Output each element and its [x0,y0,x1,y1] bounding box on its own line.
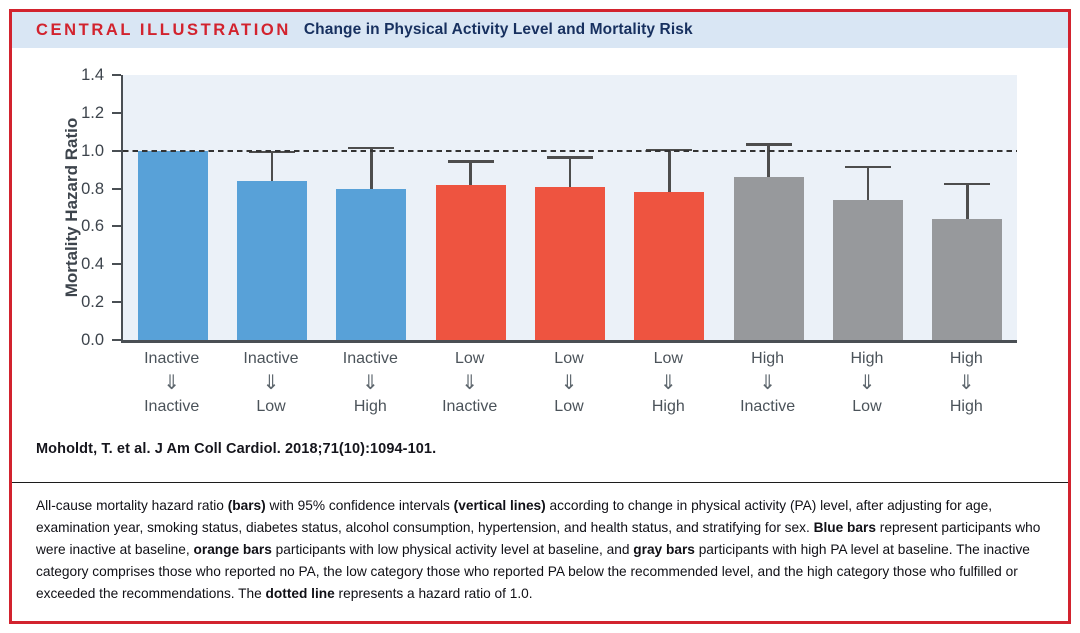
x-label-from: Low [454,350,485,367]
x-axis-labels: Inactive ⇓ Inactive Inactive ⇓ Low Inactive ⇓ Hi… [122,348,1016,418]
hr-bar-high-to-inactive [733,177,804,340]
ci-upper-cap [447,160,494,163]
x-label-from: High [751,350,785,367]
hr-bar-high-to-low [833,199,903,340]
ci-upper-whisker [767,143,770,178]
x-label-to: High [949,398,983,415]
caption: All-cause mortality hazard ratio (bars) … [36,495,1046,605]
x-label-from: High [850,350,884,367]
x-category-label: High ⇓ Low [817,348,916,418]
x-label-to: Inactive [442,398,498,415]
x-label-to: Low [554,398,584,415]
caption-text: All-cause mortality hazard ratio [36,498,228,513]
caption-bold-text: Blue bars [813,520,876,535]
caption-bold-text: (vertical lines) [453,498,546,513]
y-tick-mark [112,74,121,76]
down-arrow-icon: ⇓ [659,372,677,394]
y-tick-label: 0.8 [81,179,104,198]
y-tick-label: 0.0 [81,331,104,349]
x-category-label: High ⇓ High [917,348,1016,418]
caption-bold-text: gray bars [633,542,695,557]
central-illustration-panel: CENTRAL ILLUSTRATION Change in Physical … [9,9,1071,624]
x-label-to: Inactive [740,398,796,415]
x-label-from: High [949,350,983,367]
x-label-to: Low [852,398,882,415]
ci-upper-whisker [668,148,671,193]
x-category-label: Low ⇓ High [619,348,718,418]
down-arrow-icon: ⇓ [163,372,181,394]
caption-text: with 95% confidence intervals [265,498,454,513]
down-arrow-icon: ⇓ [560,372,578,394]
y-tick-mark [112,339,121,341]
down-arrow-icon: ⇓ [957,372,975,394]
y-tick-mark [112,187,121,190]
ci-upper-whisker [866,165,870,200]
down-arrow-icon: ⇓ [262,372,280,394]
caption-bold-text: (bars) [227,498,266,513]
down-arrow-icon: ⇓ [461,372,479,394]
x-category-label: Inactive ⇓ Inactive [122,348,221,418]
hr-bar-inactive-to-low [237,181,307,340]
ci-upper-cap [845,165,891,169]
x-category-label: Low ⇓ Low [519,348,618,418]
x-label-to: Low [256,398,286,415]
x-label-from: Inactive [342,350,398,367]
x-label-from: Low [653,350,683,367]
y-tick-label: 0.2 [81,293,104,312]
caption-text: represents a hazard ratio of 1.0. [334,586,533,601]
ci-upper-whisker [966,182,969,219]
ci-upper-cap [249,150,295,154]
ci-upper-whisker [469,160,472,185]
divider [12,482,1068,483]
caption-text: participants with high PA level at basel… [36,542,1030,601]
y-tick-mark [112,263,121,266]
header: CENTRAL ILLUSTRATION Change in Physical … [12,12,1068,48]
y-tick-label: 1.2 [81,103,104,122]
hr-bar-inactive-to-high [336,188,407,340]
ci-upper-whisker [270,150,274,181]
kicker: CENTRAL ILLUSTRATION [36,20,291,39]
page-title: Change in Physical Activity Level and Mo… [303,21,693,38]
y-tick-label: 0.4 [81,255,104,274]
ci-upper-cap [547,156,593,159]
y-tick-mark [112,149,121,152]
x-label-to: Inactive [144,398,200,415]
hr-bar-low-to-inactive [435,184,506,340]
x-category-label: Inactive ⇓ High [321,348,420,418]
down-arrow-icon: ⇓ [759,372,777,394]
y-tick-label: 1.0 [81,141,104,160]
caption-text: represent participants who were inactive… [36,520,1041,557]
citation: Moholdt, T. et al. J Am Coll Cardiol. 20… [36,441,437,457]
reference-line [123,149,1017,152]
x-label-from: Inactive [144,350,200,367]
caption-text: participants with low physical activity … [271,542,634,557]
hr-bar-high-to-high [932,218,1003,340]
x-category-label: Inactive ⇓ Low [221,348,320,418]
x-label-to: High [651,398,685,415]
y-tick-mark [112,225,121,228]
caption-bold-text: dotted line [265,586,335,601]
hr-bar-low-to-low [535,186,605,340]
down-arrow-icon: ⇓ [361,372,379,394]
y-tick-label: 0.6 [81,217,104,236]
x-label-to: High [353,398,387,415]
ci-upper-cap [944,182,991,186]
y-tick-mark [112,111,121,114]
hr-bar-inactive-to-inactive [137,150,208,340]
down-arrow-icon: ⇓ [858,372,876,394]
x-label-from: Inactive [243,350,299,367]
ci-upper-whisker [370,146,373,189]
ci-upper-cap [745,143,792,146]
x-label-from: Low [554,350,584,367]
hr-bar-low-to-high [634,192,705,340]
y-tick-mark [112,301,121,304]
x-category-label: Low ⇓ Inactive [420,348,519,418]
x-category-label: High ⇓ Inactive [718,348,817,418]
caption-text: according to change in physical activity… [36,498,993,535]
ci-upper-whisker [568,156,572,187]
y-tick-label: 1.4 [81,66,104,84]
caption-bold-text: orange bars [193,542,272,557]
ci-upper-cap [348,146,395,150]
plot-area [121,75,1017,343]
